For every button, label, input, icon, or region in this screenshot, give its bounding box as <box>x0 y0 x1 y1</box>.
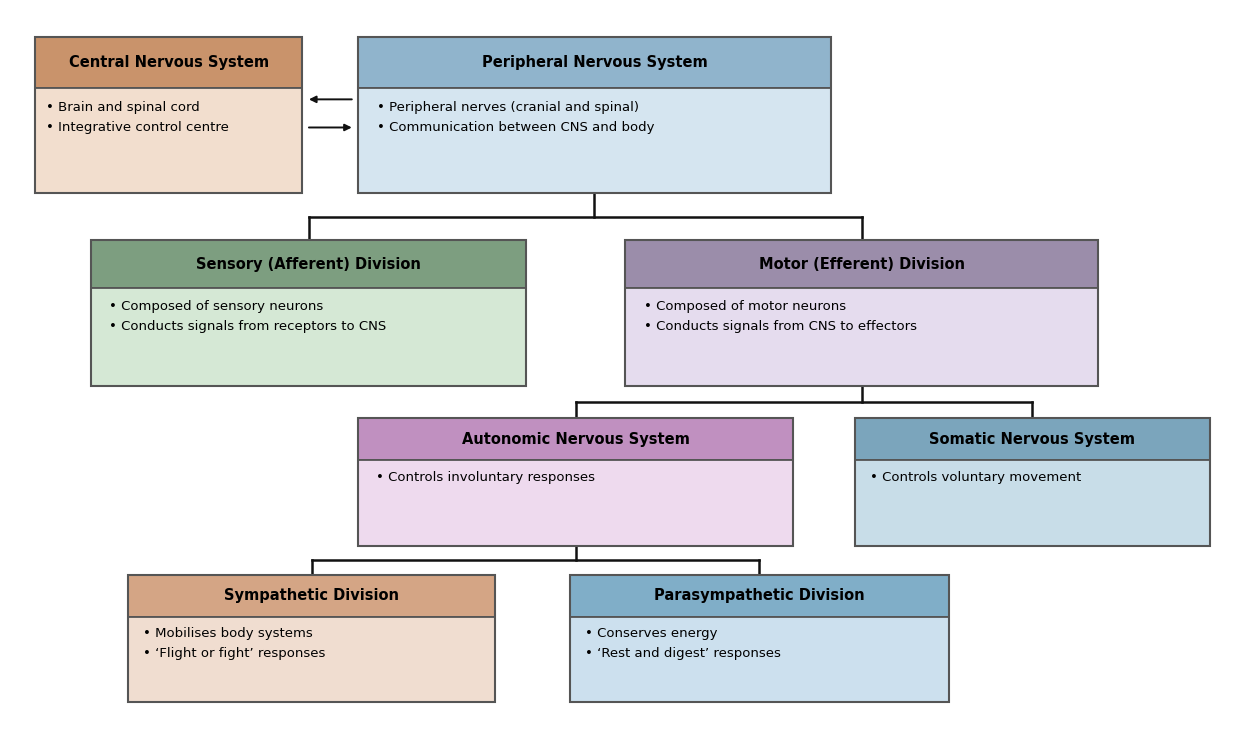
Bar <box>358 418 793 460</box>
Text: Peripheral Nervous System: Peripheral Nervous System <box>482 55 707 70</box>
Text: • Controls voluntary movement: • Controls voluntary movement <box>869 470 1081 484</box>
Text: Autonomic Nervous System: Autonomic Nervous System <box>462 432 689 447</box>
Bar <box>129 575 495 617</box>
Bar <box>358 418 793 545</box>
Bar <box>91 288 527 386</box>
Bar <box>35 88 303 193</box>
Bar <box>129 575 495 702</box>
Text: • Composed of motor neurons
• Conducts signals from CNS to effectors: • Composed of motor neurons • Conducts s… <box>644 300 917 333</box>
Bar <box>129 617 495 702</box>
Text: Central Nervous System: Central Nervous System <box>69 55 269 70</box>
Text: • Brain and spinal cord
• Integrative control centre: • Brain and spinal cord • Integrative co… <box>46 101 229 134</box>
Text: • Composed of sensory neurons
• Conducts signals from receptors to CNS: • Composed of sensory neurons • Conducts… <box>109 300 385 333</box>
Bar <box>35 37 303 88</box>
Text: • Conserves energy
• ‘Rest and digest’ responses: • Conserves energy • ‘Rest and digest’ r… <box>584 627 781 660</box>
Text: Somatic Nervous System: Somatic Nervous System <box>929 432 1136 447</box>
Bar <box>856 418 1210 545</box>
Bar <box>569 575 948 702</box>
Bar <box>626 240 1097 288</box>
Bar <box>91 240 527 288</box>
Text: Sympathetic Division: Sympathetic Division <box>224 588 399 603</box>
Bar <box>856 418 1210 460</box>
Bar <box>35 37 303 193</box>
Bar <box>569 575 948 617</box>
Text: • Mobilises body systems
• ‘Flight or fight’ responses: • Mobilises body systems • ‘Flight or fi… <box>143 627 325 660</box>
Bar <box>856 460 1210 545</box>
Text: • Peripheral nerves (cranial and spinal)
• Communication between CNS and body: • Peripheral nerves (cranial and spinal)… <box>378 101 654 134</box>
Text: Sensory (Afferent) Division: Sensory (Afferent) Division <box>196 257 422 272</box>
Bar <box>91 240 527 386</box>
Text: Motor (Efferent) Division: Motor (Efferent) Division <box>758 257 965 272</box>
Bar <box>358 37 831 88</box>
Bar <box>626 240 1097 386</box>
Bar <box>358 88 831 193</box>
Bar <box>358 37 831 193</box>
Bar <box>626 288 1097 386</box>
Bar <box>569 617 948 702</box>
Text: Parasympathetic Division: Parasympathetic Division <box>654 588 864 603</box>
Bar <box>358 460 793 545</box>
Text: • Controls involuntary responses: • Controls involuntary responses <box>375 470 594 484</box>
